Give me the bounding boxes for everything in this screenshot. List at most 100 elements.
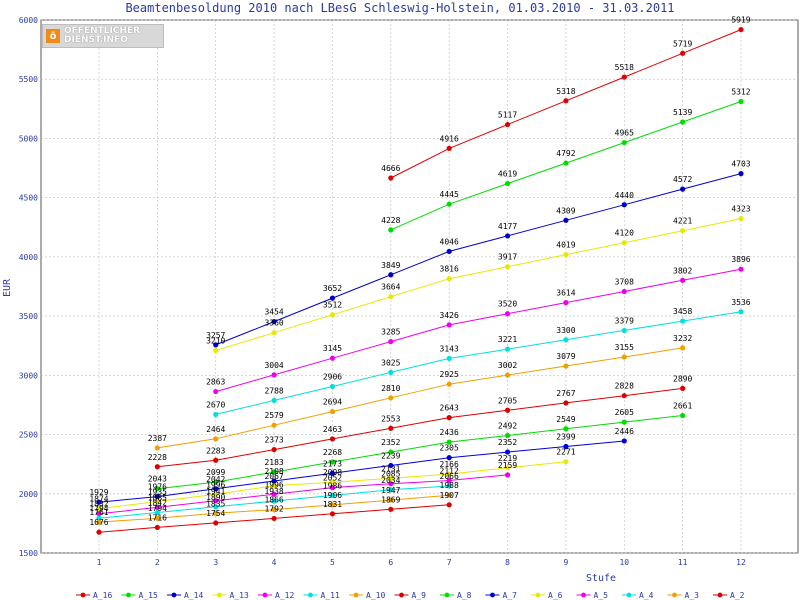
data-point [680,119,686,125]
data-label: 5518 [615,63,634,72]
data-point [329,383,336,390]
data-label: 5117 [498,111,517,120]
data-label: 1988 [440,481,459,490]
x-tick-label: 1 [97,558,102,567]
data-point [446,322,452,328]
data-label: 4120 [615,229,634,238]
data-label: 3300 [556,326,575,335]
data-point [621,288,627,295]
data-label: 1754 [206,509,225,518]
data-label: 2112 [440,467,459,476]
data-label: 2694 [323,398,342,407]
data-label: 3849 [381,261,400,270]
legend-marker [490,592,495,598]
data-label: 1947 [381,486,400,495]
legend-item-label: A_7 [503,591,518,600]
data-point [388,272,394,278]
data-label: 1794 [89,504,108,513]
data-label: 3379 [615,316,634,325]
legend: A_16 A_15 A_14 A_13 A_12 A_11 A_10 A_9 A_8 A_7 A_6… [76,591,745,600]
data-label: 2352 [498,438,517,447]
data-point [738,309,744,315]
data-label: 2067 [264,472,283,481]
data-point [271,478,277,484]
data-label: 2464 [206,425,225,434]
data-point [213,388,219,395]
data-label: 2373 [264,436,283,445]
data-point [621,354,627,360]
data-point [271,515,277,522]
series-line-a-14 [215,173,742,346]
data-point [271,498,277,504]
data-point [738,266,744,272]
data-point [154,509,160,516]
x-tick-label: 8 [505,558,510,567]
legend-item-label: A_9 [412,591,427,600]
data-point [621,438,627,444]
data-label: 3360 [264,319,283,328]
data-label: 1996 [206,480,225,489]
y-tick-label: 2000 [19,490,38,499]
data-point [271,318,277,325]
data-label: 1761 [89,508,108,517]
data-label: 5719 [673,39,692,48]
data-label: 1976 [148,483,167,492]
logo-line-2: DIENST.INFO [64,35,128,45]
data-point [388,481,394,487]
data-label: 2549 [556,415,575,424]
series-line-a-7 [98,440,625,503]
legend-item-label: A_8 [457,591,472,600]
data-label: 1676 [89,518,108,527]
data-label: 4792 [556,149,575,158]
data-label: 3520 [498,300,517,309]
legend-marker [217,592,222,598]
data-label: 2099 [206,468,225,477]
legend-marker [581,592,586,598]
data-point [213,457,219,463]
data-point [154,464,160,470]
data-label: 1832 [89,500,108,509]
data-label: 3143 [440,344,459,353]
data-point [213,342,219,348]
data-label: 3257 [206,331,225,340]
data-label: 4228 [381,216,400,225]
data-point [154,486,160,492]
data-label: 3210 [206,336,225,345]
data-point [329,408,336,415]
data-point [388,425,394,431]
data-point [680,50,686,56]
legend-marker [171,592,177,598]
data-point [388,294,394,300]
data-point [213,520,219,526]
data-label: 4323 [731,205,750,214]
data-label: 1890 [206,493,225,502]
data-label: 2085 [381,470,400,479]
x-tick-label: 5 [330,558,335,567]
data-point [154,494,160,500]
legend-item-label: A_12 [275,591,294,600]
data-label: 2034 [381,476,400,485]
data-label: 3614 [556,289,575,298]
legend-item-label: A_6 [548,591,563,600]
data-point [271,483,277,489]
data-label: 1792 [264,504,283,513]
data-point [446,201,452,207]
data-label: 2579 [264,411,283,420]
data-label: 3285 [381,328,400,337]
data-label: 3155 [615,343,634,352]
data-point [213,411,219,418]
data-label: 2925 [440,370,459,379]
data-label: 3454 [264,308,283,317]
data-point [504,233,511,239]
data-point [271,397,277,404]
data-point [446,483,452,489]
data-point [213,486,219,492]
legend-marker [80,592,86,598]
data-label: 2066 [440,472,459,481]
data-label: 2108 [264,467,283,476]
legend-marker [626,592,632,598]
data-point [213,436,219,442]
data-label: 3004 [264,361,283,370]
data-point [446,471,452,477]
data-point [388,487,394,493]
